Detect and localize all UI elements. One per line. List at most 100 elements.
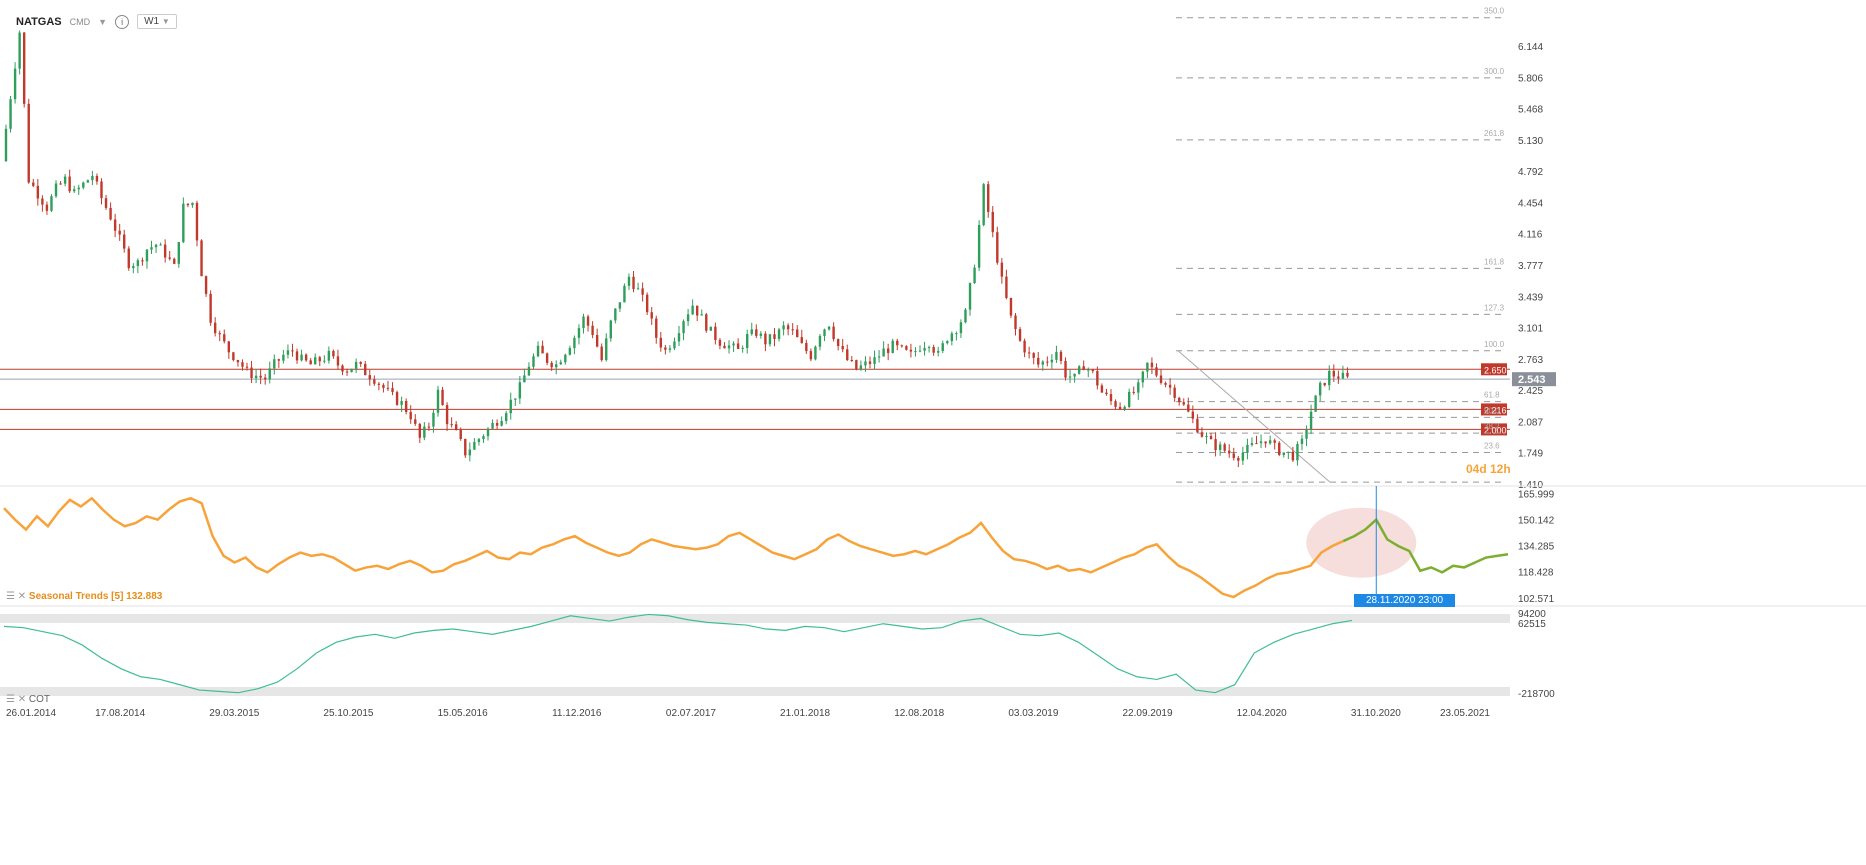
candle-body [709, 326, 713, 331]
candle-body [623, 285, 626, 303]
candle-body [177, 242, 180, 264]
candle-body [68, 176, 71, 192]
candle-body [136, 260, 140, 267]
fibonacci-label: 61.8 [1484, 391, 1500, 400]
seasonal-tick-label: 118.428 [1518, 568, 1554, 579]
candle-body [86, 180, 90, 183]
candle-body [45, 204, 49, 211]
timeframe-selector[interactable]: W1 ▼ [137, 14, 177, 29]
candle-body [1005, 276, 1008, 298]
candle-body [100, 181, 103, 199]
fibonacci-label: 127.3 [1484, 303, 1505, 312]
candle-body [773, 334, 776, 339]
fibonacci-trend-line [1177, 350, 1331, 483]
candle-body [327, 350, 331, 361]
level-tag [1481, 423, 1507, 436]
candle-body [568, 348, 572, 355]
candle-body [9, 99, 12, 129]
candle-body [1000, 262, 1004, 277]
candle-body [564, 354, 567, 363]
candle-body [1132, 391, 1135, 393]
candle-body [545, 353, 549, 363]
time-tick-label: 17.08.2014 [95, 708, 145, 719]
time-tick-label: 03.03.2019 [1008, 708, 1058, 719]
candle-body [523, 375, 526, 383]
candle-body [1114, 401, 1117, 407]
candle-body [418, 423, 422, 438]
time-tick-label: 26.01.2014 [6, 708, 56, 719]
cot-line [3, 613, 1353, 694]
candle-body [987, 184, 990, 212]
price-tick-label: 4.116 [1518, 230, 1543, 241]
candle-body [514, 398, 517, 400]
candle-body [532, 356, 535, 367]
candle-body [373, 379, 376, 384]
fibonacci-label: 350.0 [1484, 7, 1505, 16]
candle-body [500, 421, 503, 426]
close-icon[interactable]: ✕ [17, 591, 27, 602]
candle-body [450, 424, 453, 426]
candle-body [1196, 418, 1199, 433]
candle-body [541, 345, 544, 354]
candle-body [827, 326, 831, 330]
candle-body [1209, 436, 1213, 440]
menu-icon[interactable]: ☰ [6, 591, 15, 602]
menu-icon[interactable]: ☰ [6, 694, 15, 705]
candle-body [486, 428, 490, 437]
candle-body [482, 436, 485, 440]
candle-body [1241, 452, 1245, 461]
seasonal-history-line [3, 496, 1344, 599]
candle-body [182, 203, 185, 243]
candle-body [1259, 441, 1263, 444]
candle-body [800, 337, 803, 343]
time-tick-label: 29.03.2015 [209, 708, 259, 719]
candle-body [109, 207, 112, 220]
candle-body [1091, 369, 1095, 372]
candle-body [59, 183, 62, 185]
candle-body [746, 334, 749, 348]
candle-body [1173, 387, 1176, 398]
candle-body [273, 359, 276, 369]
fibonacci-retracement: 350.0 300.0 261.8 161.8 127.3 100.0 61.8 50.0 38… [1176, 7, 1506, 483]
price-tick-label: 3.101 [1518, 324, 1543, 335]
candle-body [1341, 372, 1345, 379]
candle-body [468, 449, 472, 456]
seasonal-legend[interactable]: ☰ ✕ Seasonal Trends [5] 132.883 [6, 591, 162, 602]
candle-body [241, 362, 244, 367]
candle-body [441, 389, 444, 406]
level-tag-label: 2.000 [1484, 425, 1507, 435]
candle-body [1046, 361, 1049, 363]
candle-body [1205, 436, 1208, 438]
candle-body [782, 325, 785, 330]
candle-body [959, 322, 963, 334]
candle-body [82, 182, 85, 188]
price-tick-label: 4.792 [1518, 167, 1543, 178]
close-icon[interactable]: ✕ [17, 694, 27, 705]
candle-body [168, 257, 171, 259]
candle-body [755, 329, 758, 336]
fibonacci-label: 38.2 [1484, 422, 1500, 431]
candle-body [223, 334, 226, 342]
candle-body [850, 360, 853, 362]
candle-body [682, 321, 685, 334]
candle-body [263, 377, 267, 380]
candle-body [786, 325, 790, 330]
seasonal-tick-label: 150.142 [1518, 515, 1555, 526]
candle-body [95, 175, 99, 182]
candle-body [796, 329, 799, 338]
candle-body [1077, 366, 1081, 374]
candle-body [495, 423, 499, 426]
candle-body [209, 293, 212, 323]
cot-legend[interactable]: ☰ ✕ COT [6, 694, 50, 705]
symbol-label[interactable]: NATGAS [16, 15, 62, 28]
info-icon[interactable]: i [115, 14, 130, 29]
candle-body [191, 202, 194, 206]
candle-body [955, 333, 958, 335]
price-tick-label: 5.468 [1518, 105, 1543, 116]
candle-body [1191, 411, 1195, 419]
chevron-down-icon[interactable]: ▼ [98, 16, 108, 27]
price-tick-label: 3.439 [1518, 292, 1543, 303]
candle-body [163, 244, 167, 258]
candle-body [823, 329, 826, 336]
